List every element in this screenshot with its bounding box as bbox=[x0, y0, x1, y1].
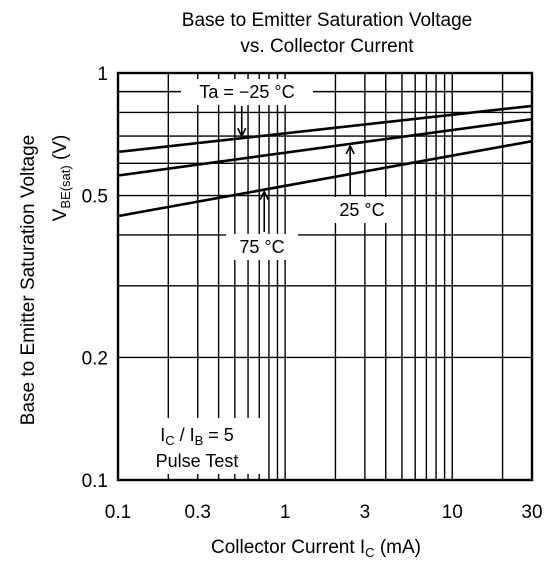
x-axis-label-text: Collector Current I bbox=[211, 537, 365, 558]
conditions-end: = 5 bbox=[203, 425, 234, 445]
plot-frame bbox=[116, 71, 534, 482]
conditions-sub1: C bbox=[165, 433, 174, 448]
conditions-bg bbox=[133, 418, 261, 474]
series-line-2 bbox=[117, 139, 533, 218]
conditions-mid: / I bbox=[175, 425, 195, 445]
annotation-75-bg bbox=[226, 234, 298, 260]
y-axis-label: Base to Emitter Saturation Voltage bbox=[18, 135, 39, 425]
chart-title-line-2: vs. Collector Current bbox=[240, 36, 414, 57]
annotation-ta-minus25-bg bbox=[181, 79, 313, 105]
x-tick-label: 10 bbox=[442, 502, 463, 523]
annotation-75: 75 °C bbox=[239, 237, 284, 257]
annotation-ta-minus25: Ta = −25 °C bbox=[199, 82, 294, 102]
annotation-arrow-75-head bbox=[259, 189, 269, 200]
plot-area: 0.1 0.3 1 3 10 30 0.1 0.2 0.5 1 Ta = −25 °C 25 °C 75… bbox=[82, 64, 543, 523]
y-tick-label: 0.1 bbox=[82, 471, 108, 492]
x-tick-label: 1 bbox=[280, 502, 291, 523]
annotation-25-bg bbox=[324, 197, 400, 223]
y-tick-label: 0.2 bbox=[82, 348, 108, 369]
y-tick-label: 1 bbox=[97, 64, 108, 85]
series-line-1 bbox=[117, 117, 533, 177]
conditions-main: I bbox=[160, 425, 165, 445]
series-line-0 bbox=[117, 104, 533, 154]
x-tick-label: 30 bbox=[521, 502, 542, 523]
x-tick-label: 3 bbox=[360, 502, 371, 523]
y-tick-label: 0.5 bbox=[82, 187, 108, 208]
conditions-line-1: IC / IB = 5 bbox=[160, 425, 234, 448]
conditions-sub2: B bbox=[195, 433, 204, 448]
y-axis-unit: (V) bbox=[50, 135, 71, 160]
y-axis-label-secondary: VBE(sat) (V) bbox=[50, 135, 73, 222]
annotation-25: 25 °C bbox=[339, 200, 384, 220]
y-axis-subscript: BE(sat) bbox=[58, 165, 73, 208]
x-axis-label: Collector Current IC (mA) bbox=[211, 537, 421, 560]
conditions-line-2: Pulse Test bbox=[156, 451, 239, 471]
chart-title-line-1: Base to Emitter Saturation Voltage bbox=[182, 10, 472, 31]
annotation-arrow-25-head bbox=[345, 144, 355, 155]
x-axis-subscript: C bbox=[365, 545, 374, 560]
x-axis-unit: (mA) bbox=[380, 537, 421, 558]
y-axis-symbol: V bbox=[50, 208, 71, 221]
annotation-arrow-minus25-head bbox=[237, 127, 247, 138]
x-tick-label: 0.1 bbox=[105, 502, 131, 523]
x-tick-label: 0.3 bbox=[185, 502, 211, 523]
